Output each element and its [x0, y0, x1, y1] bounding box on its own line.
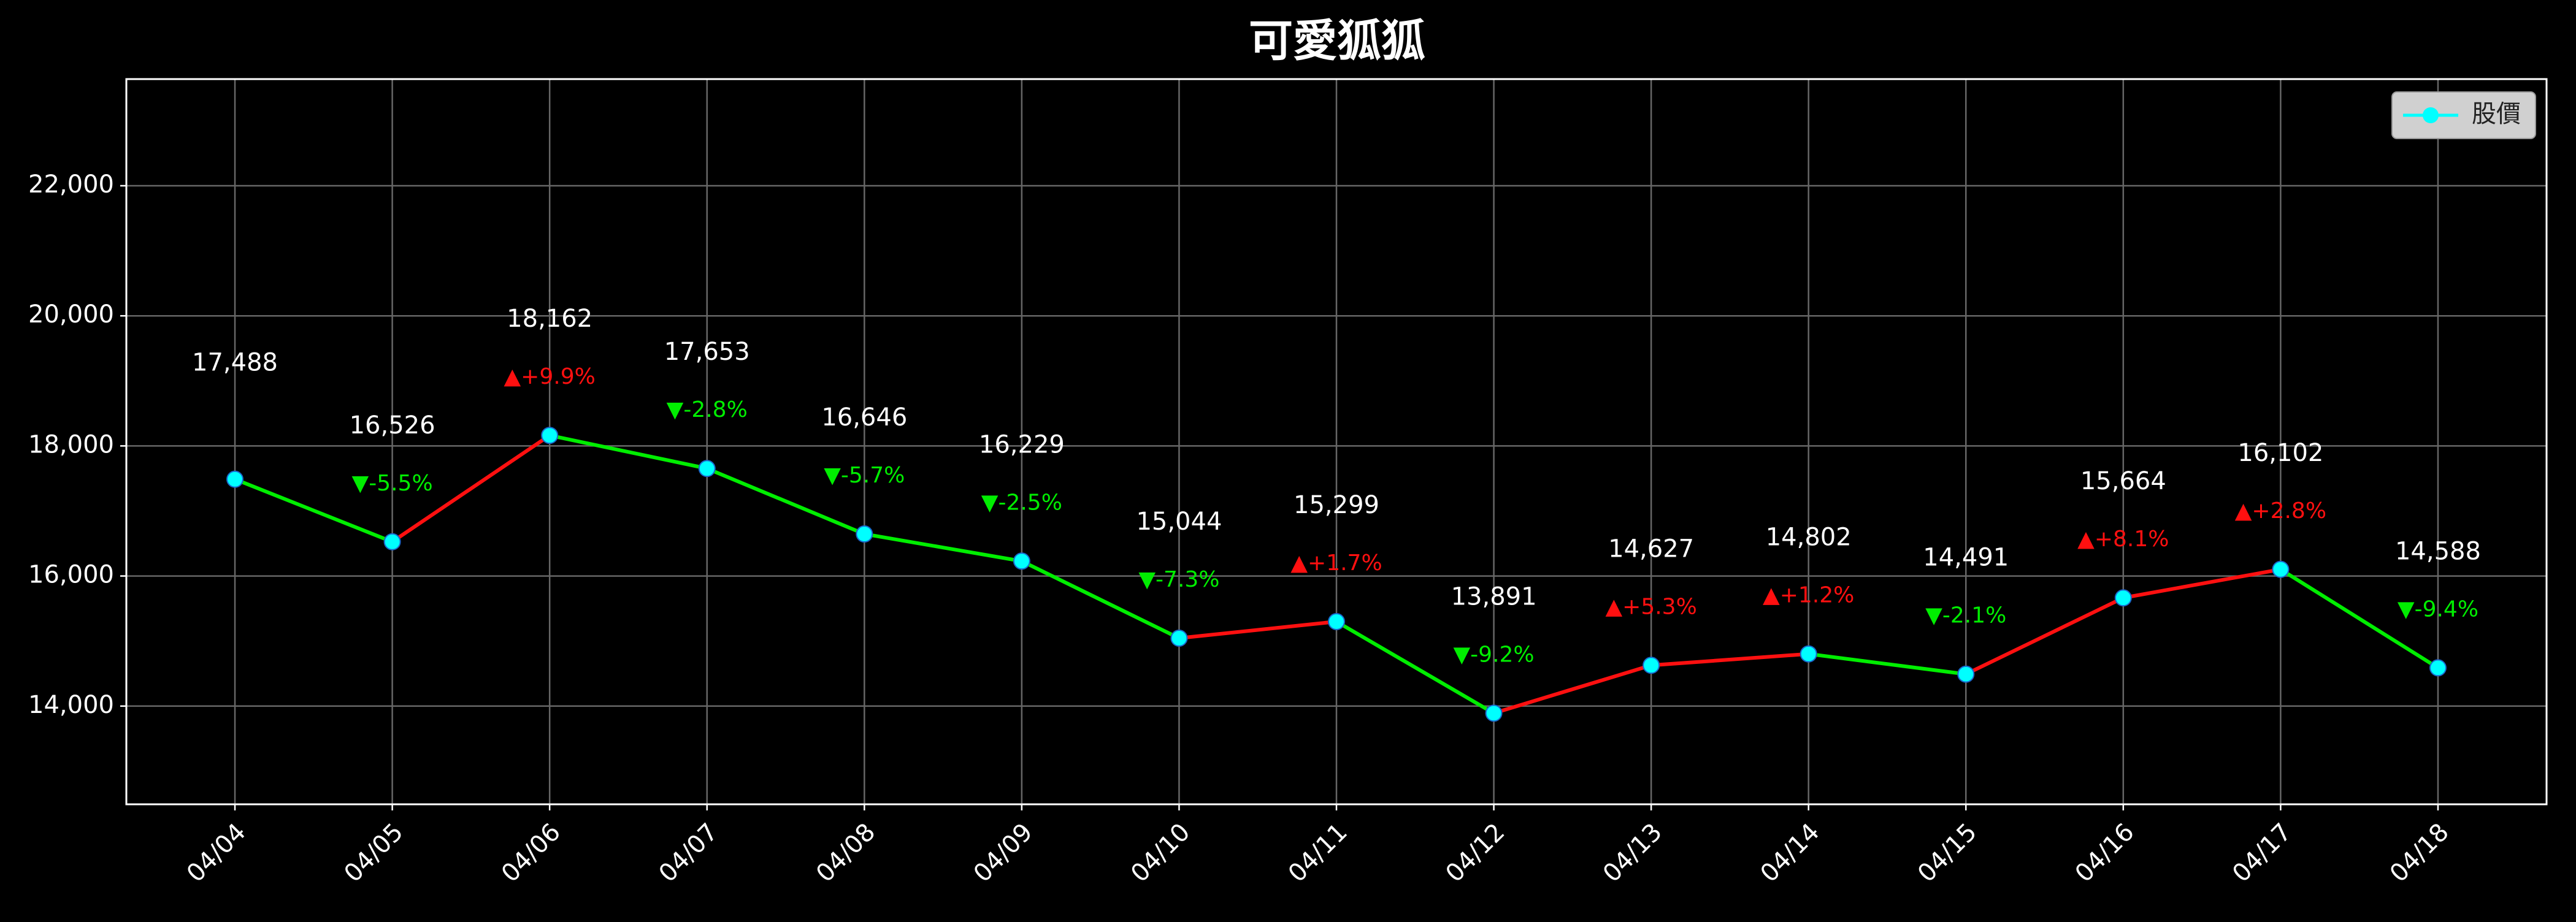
value-label: 13,891 [1451, 582, 1537, 611]
line-segment [1335, 620, 1495, 715]
change-label: ▲+1.7% [1290, 551, 1382, 576]
plot-frame [125, 78, 2548, 806]
point [1485, 704, 1503, 722]
line-segment [391, 433, 551, 544]
change-label: ▼-5.5% [352, 471, 433, 496]
y-tick-label: 14,000 [28, 691, 114, 719]
value-label: 15,044 [1136, 508, 1222, 536]
change-label: ▲+1.2% [1763, 583, 1854, 608]
change-label: ▼-2.5% [981, 490, 1062, 515]
point [383, 533, 401, 551]
line-segment [1179, 619, 1337, 641]
line-segment [549, 433, 708, 471]
line-segment [1650, 652, 1809, 668]
point [1170, 630, 1188, 647]
value-label: 14,491 [1923, 544, 2009, 572]
value-label: 16,526 [350, 411, 435, 440]
value-label: 16,646 [821, 403, 907, 432]
line-segment [1493, 663, 1652, 715]
point [1643, 657, 1660, 674]
value-label: 14,627 [1608, 535, 1694, 563]
line-segment [1808, 652, 1966, 676]
line-segment [1965, 596, 2125, 676]
change-label: ▼-2.1% [1925, 603, 2006, 628]
change-label: ▼-9.4% [2398, 596, 2478, 622]
point [226, 470, 244, 488]
line-segment [2123, 567, 2281, 600]
change-label: ▼-5.7% [824, 463, 905, 488]
point [2429, 659, 2447, 677]
point [2114, 589, 2132, 607]
change-label: ▼-9.2% [1453, 642, 1534, 667]
point [698, 460, 716, 478]
line-segment [2279, 568, 2439, 669]
point [1013, 552, 1030, 570]
point [1800, 645, 1817, 663]
change-label: ▲+8.1% [2077, 527, 2169, 552]
y-tick-label: 16,000 [28, 561, 114, 589]
change-label: ▲+5.3% [1605, 594, 1696, 619]
legend-box [2391, 91, 2536, 139]
change-label: ▲+2.8% [2235, 498, 2326, 524]
change-label: ▼-7.3% [1138, 567, 1219, 592]
change-label: ▲+9.9% [504, 364, 596, 389]
value-label: 16,229 [979, 430, 1065, 459]
value-label: 18,162 [507, 305, 592, 333]
point [1328, 612, 1345, 630]
point [856, 525, 873, 543]
legend-marker [2423, 107, 2439, 123]
chart-title: 可愛狐狐 [1249, 15, 1425, 67]
line-segment [234, 477, 393, 544]
value-label: 15,664 [2080, 467, 2166, 495]
value-label: 14,802 [1766, 524, 1852, 552]
point [541, 427, 559, 444]
y-tick-label: 20,000 [28, 300, 114, 329]
point [2272, 560, 2290, 578]
line-segment [864, 532, 1022, 563]
point [1957, 665, 1975, 683]
value-label: 17,488 [192, 349, 278, 377]
line-segment [706, 467, 865, 536]
value-label: 15,299 [1294, 491, 1379, 519]
y-tick-label: 22,000 [28, 170, 114, 199]
y-tick-label: 18,000 [28, 430, 114, 459]
legend-label: 股價 [2472, 100, 2521, 128]
value-label: 17,653 [664, 338, 750, 366]
value-label: 14,588 [2395, 537, 2481, 565]
value-label: 16,102 [2237, 439, 2323, 467]
line-segment [1021, 559, 1180, 640]
change-label: ▼-2.8% [667, 397, 748, 422]
